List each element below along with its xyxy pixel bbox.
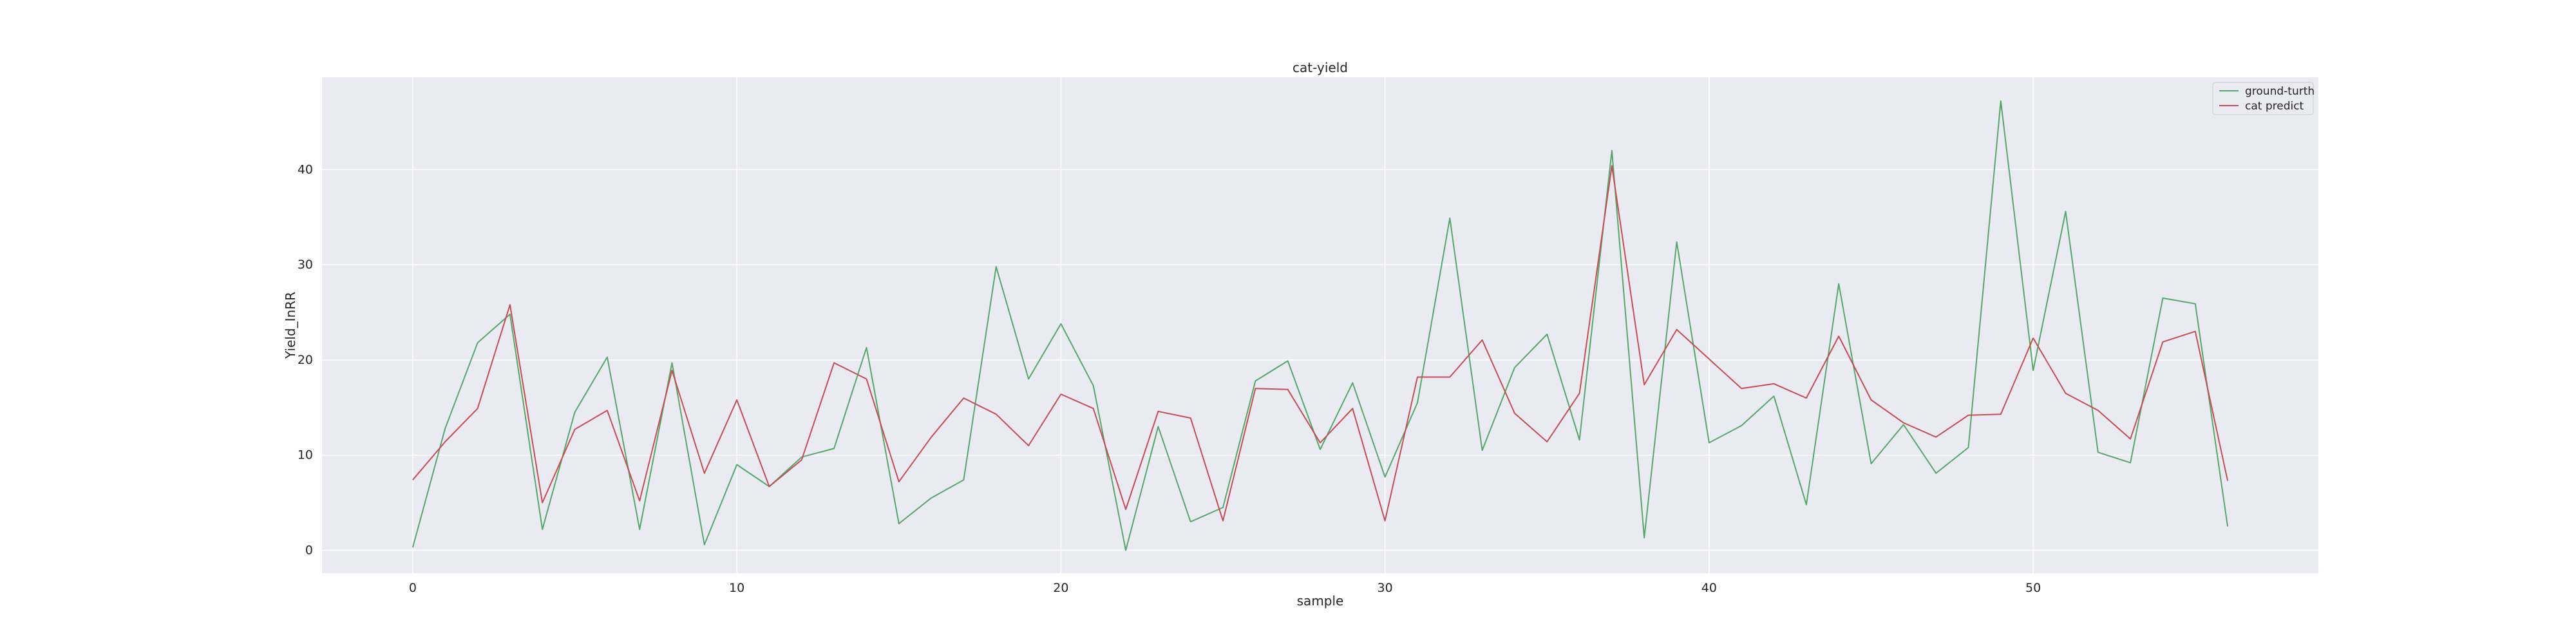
- x-tick-label: 50: [2025, 581, 2041, 595]
- legend-label-cat-predict: cat predict: [2245, 100, 2304, 113]
- x-tick-label: 30: [1378, 581, 1393, 595]
- series-line-cat-predict: [412, 165, 2229, 522]
- y-tick-label: 20: [298, 353, 313, 367]
- series-group: [412, 100, 2229, 551]
- legend: ground-turth cat predict: [2212, 82, 2315, 115]
- x-axis-label: sample: [1297, 593, 1344, 609]
- x-tick-label: 20: [1053, 581, 1068, 595]
- series-line-ground-turth: [412, 100, 2229, 551]
- legend-label-ground-turth: ground-turth: [2245, 85, 2315, 98]
- chart-title: cat-yield: [1293, 60, 1348, 75]
- y-tick-label: 30: [298, 258, 313, 272]
- y-axis-label: Yield_InRR: [283, 292, 298, 359]
- x-tick-label: 10: [729, 581, 744, 595]
- x-tick-label: 40: [1701, 581, 1717, 595]
- plot-area: [322, 77, 2318, 573]
- tick-labels: 0 10 20 30 40 50 0 10 20 30 40: [298, 162, 2041, 595]
- y-tick-label: 0: [305, 544, 313, 558]
- y-tick-label: 10: [298, 448, 313, 462]
- x-tick-label: 0: [409, 581, 417, 595]
- y-tick-label: 40: [298, 162, 313, 176]
